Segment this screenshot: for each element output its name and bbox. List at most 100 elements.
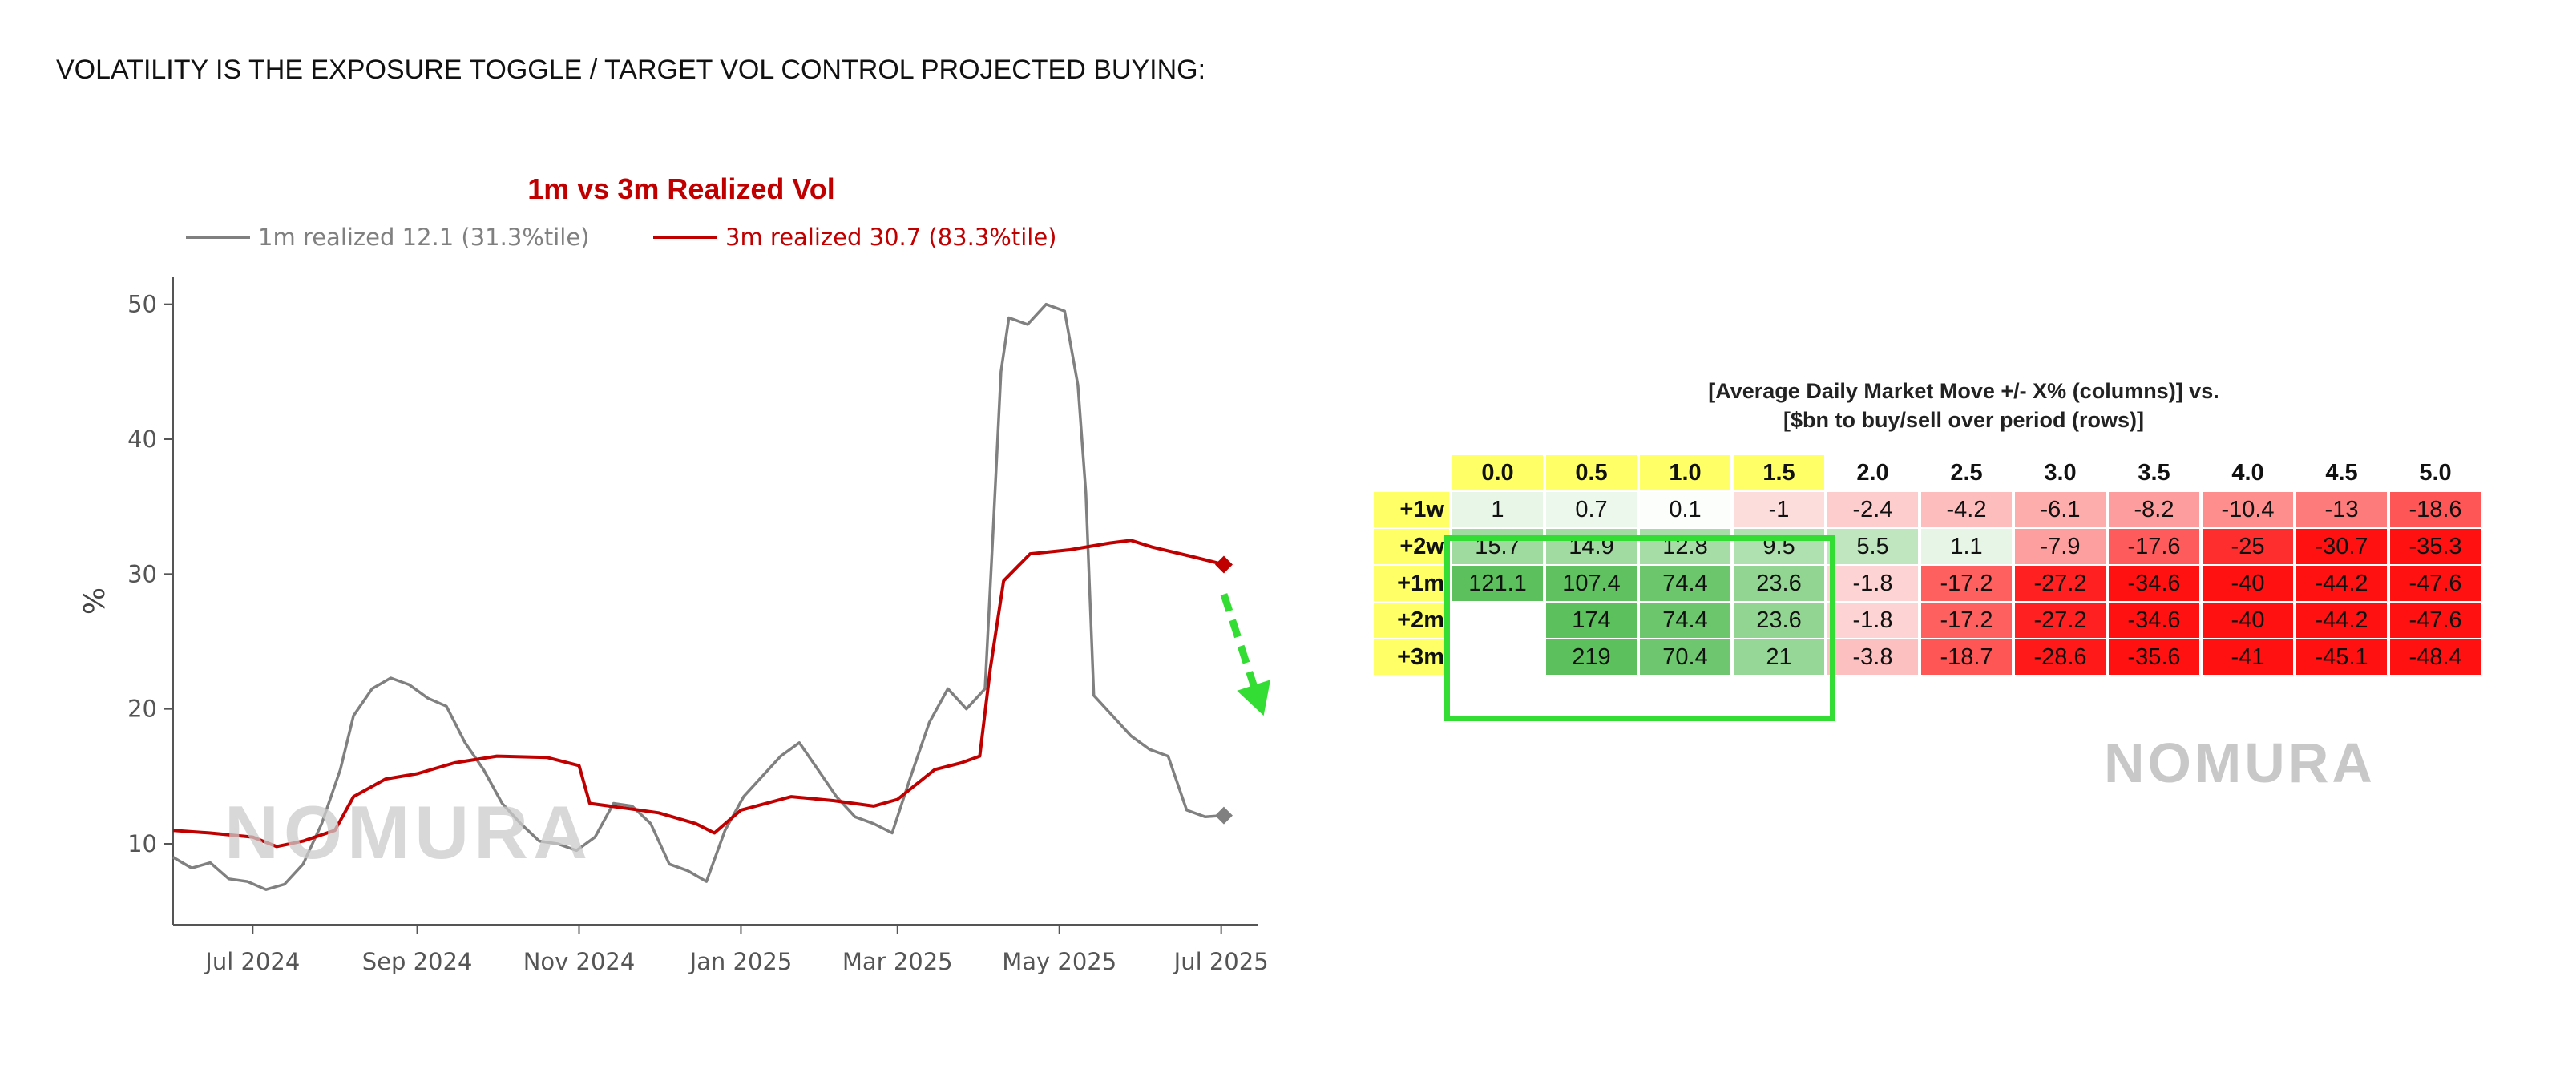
column-header: 1.0 xyxy=(1640,455,1730,490)
row-header: +2m xyxy=(1374,603,1449,638)
chart-legend: 1m realized 12.1 (31.3%tile) 3m realized… xyxy=(186,224,1057,251)
column-header: 4.0 xyxy=(2231,459,2264,486)
table-cell: 74.4 xyxy=(1640,566,1730,601)
x-tick-label: Sep 2024 xyxy=(362,948,473,975)
table-header-row: 0.0 0.5 1.0 1.5 2.0 2.5 3.0 3.5 4.0 4.5 5.0 xyxy=(1374,455,2481,490)
watermark-right: NOMURA xyxy=(2104,732,2376,794)
projection-arrow-head xyxy=(1237,680,1271,716)
column-header: 5.0 xyxy=(2419,459,2452,486)
projection-arrow xyxy=(1220,593,1271,716)
projection-arrow-shaft xyxy=(1220,593,1260,694)
table-cell: -30.7 xyxy=(2296,529,2387,564)
table-cell: -25 xyxy=(2203,529,2293,564)
y-tick-label: 30 xyxy=(127,560,157,587)
table-cell: 21 xyxy=(1734,639,1824,675)
table-cell: -48.4 xyxy=(2390,639,2481,675)
series-line-1m xyxy=(172,302,1225,891)
table-cell: 107.4 xyxy=(1546,566,1637,601)
table-title: [Average Daily Market Move +/- X% (colum… xyxy=(1515,377,2412,434)
table-cell: -18.6 xyxy=(2390,492,2481,527)
table-cell: -13 xyxy=(2296,492,2387,527)
x-axis-ticks: Jul 2024 Sep 2024 Nov 2024 Jan 2025 Mar 2025… xyxy=(204,925,1269,975)
legend-label-3m: 3m realized 30.7 (83.3%tile) xyxy=(725,224,1057,251)
row-header: +2w xyxy=(1374,529,1449,564)
table-cell: -1.8 xyxy=(1827,566,1918,601)
table-cell: 23.6 xyxy=(1734,603,1824,638)
table-cell: -7.9 xyxy=(2015,529,2106,564)
table-cell: 0.7 xyxy=(1546,492,1637,527)
table-cell: -44.2 xyxy=(2296,566,2387,601)
row-header: +1w xyxy=(1374,492,1449,527)
y-tick-label: 20 xyxy=(127,696,157,723)
watermark-left: NOMURA xyxy=(224,790,592,874)
column-header: 3.0 xyxy=(2044,459,2077,486)
y-tick-label: 10 xyxy=(127,830,157,857)
table-cell: -1 xyxy=(1734,492,1824,527)
table-cell xyxy=(1452,639,1543,675)
table-row: +2m 174 74.4 23.6 -1.8 -17.2 -27.2 -34.6 -40 -44.… xyxy=(1374,603,2481,638)
y-axis-label: % xyxy=(79,587,111,615)
table-cell xyxy=(1452,603,1543,638)
table-cell: -27.2 xyxy=(2015,566,2106,601)
legend-label-1m: 1m realized 12.1 (31.3%tile) xyxy=(258,224,590,251)
table-cell: -10.4 xyxy=(2203,492,2293,527)
x-tick-label: Jan 2025 xyxy=(688,948,793,975)
table-cell: -47.6 xyxy=(2390,603,2481,638)
y-tick-label: 50 xyxy=(127,291,157,318)
column-header: 4.5 xyxy=(2325,459,2358,486)
column-header: 2.5 xyxy=(1950,459,1983,486)
row-header: +3m xyxy=(1374,639,1449,675)
table-cell: -34.6 xyxy=(2109,603,2199,638)
table-cell: 15.7 xyxy=(1452,529,1543,564)
table-cell: -2.4 xyxy=(1827,492,1918,527)
table-corner xyxy=(1374,455,1449,490)
y-axis-ticks: 10 20 30 40 50 xyxy=(127,291,173,857)
table-cell: -3.8 xyxy=(1827,639,1918,675)
table-title-line-2: [$bn to buy/sell over period (rows)] xyxy=(1783,408,2145,432)
table-cell: 1.1 xyxy=(1921,529,2012,564)
table-cell: -44.2 xyxy=(2296,603,2387,638)
chart-title: 1m vs 3m Realized Vol xyxy=(527,172,835,205)
table-cell: -40 xyxy=(2203,566,2293,601)
table-cell: 23.6 xyxy=(1734,566,1824,601)
table-cell: 1 xyxy=(1452,492,1543,527)
table-cell: 14.9 xyxy=(1546,529,1637,564)
table-cell: -4.2 xyxy=(1921,492,2012,527)
x-tick-label: Jul 2025 xyxy=(1173,948,1269,975)
row-header: +1m xyxy=(1374,566,1449,601)
column-header: 3.5 xyxy=(2138,459,2170,486)
table-cell: -27.2 xyxy=(2015,603,2106,638)
table-cell: 74.4 xyxy=(1640,603,1730,638)
table-cell: -35.3 xyxy=(2390,529,2481,564)
table-cell: -41 xyxy=(2203,639,2293,675)
column-header: 0.5 xyxy=(1546,455,1637,490)
table-cell: 9.5 xyxy=(1734,529,1824,564)
table-cell: 5.5 xyxy=(1827,529,1918,564)
table-row: +1m 121.1 107.4 74.4 23.6 -1.8 -17.2 -27.2 -34.6… xyxy=(1374,566,2481,601)
table-cell: -6.1 xyxy=(2015,492,2106,527)
table-cell: 12.8 xyxy=(1640,529,1730,564)
table-cell: -17.2 xyxy=(1921,603,2012,638)
table-cell: -45.1 xyxy=(2296,639,2387,675)
series-line-3m xyxy=(172,539,1225,849)
x-tick-label: Nov 2024 xyxy=(523,948,636,975)
table-title-line-1: [Average Daily Market Move +/- X% (colum… xyxy=(1708,379,2219,403)
table-cell: 70.4 xyxy=(1640,639,1730,675)
end-marker-1m xyxy=(1214,806,1233,825)
page-title: VOLATILITY IS THE EXPOSURE TOGGLE / TARG… xyxy=(56,54,1206,85)
x-tick-label: Mar 2025 xyxy=(842,948,953,975)
table-cell: -47.6 xyxy=(2390,566,2481,601)
column-header: 1.5 xyxy=(1734,455,1824,490)
x-tick-label: Jul 2024 xyxy=(204,948,300,975)
flow-heatmap-table: 0.0 0.5 1.0 1.5 2.0 2.5 3.0 3.5 4.0 4.5 5.0 +1w 1 0.7… xyxy=(1371,454,2484,676)
table-cell: -28.6 xyxy=(2015,639,2106,675)
column-header: 2.0 xyxy=(1856,459,1889,486)
table-cell: 219 xyxy=(1546,639,1637,675)
end-marker-3m xyxy=(1214,555,1233,574)
table-cell: -17.6 xyxy=(2109,529,2199,564)
table-cell: 174 xyxy=(1546,603,1637,638)
table-cell: -1.8 xyxy=(1827,603,1918,638)
column-header: 0.0 xyxy=(1452,455,1543,490)
y-tick-label: 40 xyxy=(127,426,157,453)
